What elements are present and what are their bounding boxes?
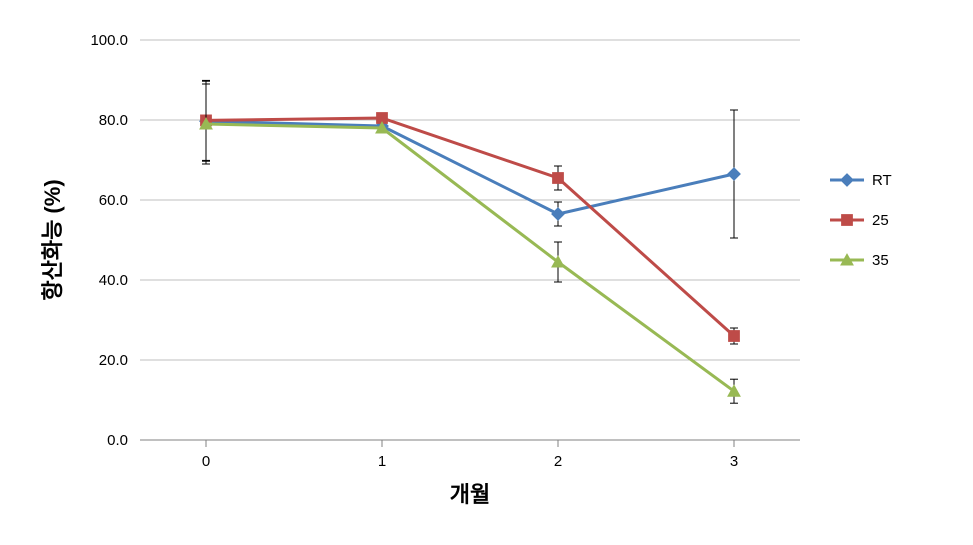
x-tick-label: 3 xyxy=(730,453,738,470)
chart-container: 0.0 20.0 40.0 60.0 80.0 100.0 0 1 2 3 개월 항산화능 (%) RT… xyxy=(0,0,973,545)
legend-label: 25 xyxy=(872,212,889,229)
line-chart: 0.0 20.0 40.0 60.0 80.0 100.0 0 1 2 3 개월 항산화능 (%) RT… xyxy=(0,0,973,545)
y-tick-label: 60.0 xyxy=(99,192,128,209)
x-tick-label: 0 xyxy=(202,453,210,470)
y-tick-label: 20.0 xyxy=(99,352,128,369)
legend-label: RT xyxy=(872,172,892,189)
x-axis-title: 개월 xyxy=(450,482,490,507)
y-tick-label: 40.0 xyxy=(99,272,128,289)
y-tick-label: 80.0 xyxy=(99,112,128,129)
y-axis-title: 항산화능 (%) xyxy=(40,179,65,300)
legend-label: 35 xyxy=(872,252,889,269)
x-tick-label: 1 xyxy=(378,453,386,470)
y-tick-label: 0.0 xyxy=(107,432,128,449)
x-tick-label: 2 xyxy=(554,453,562,470)
y-tick-label: 100.0 xyxy=(90,32,128,49)
